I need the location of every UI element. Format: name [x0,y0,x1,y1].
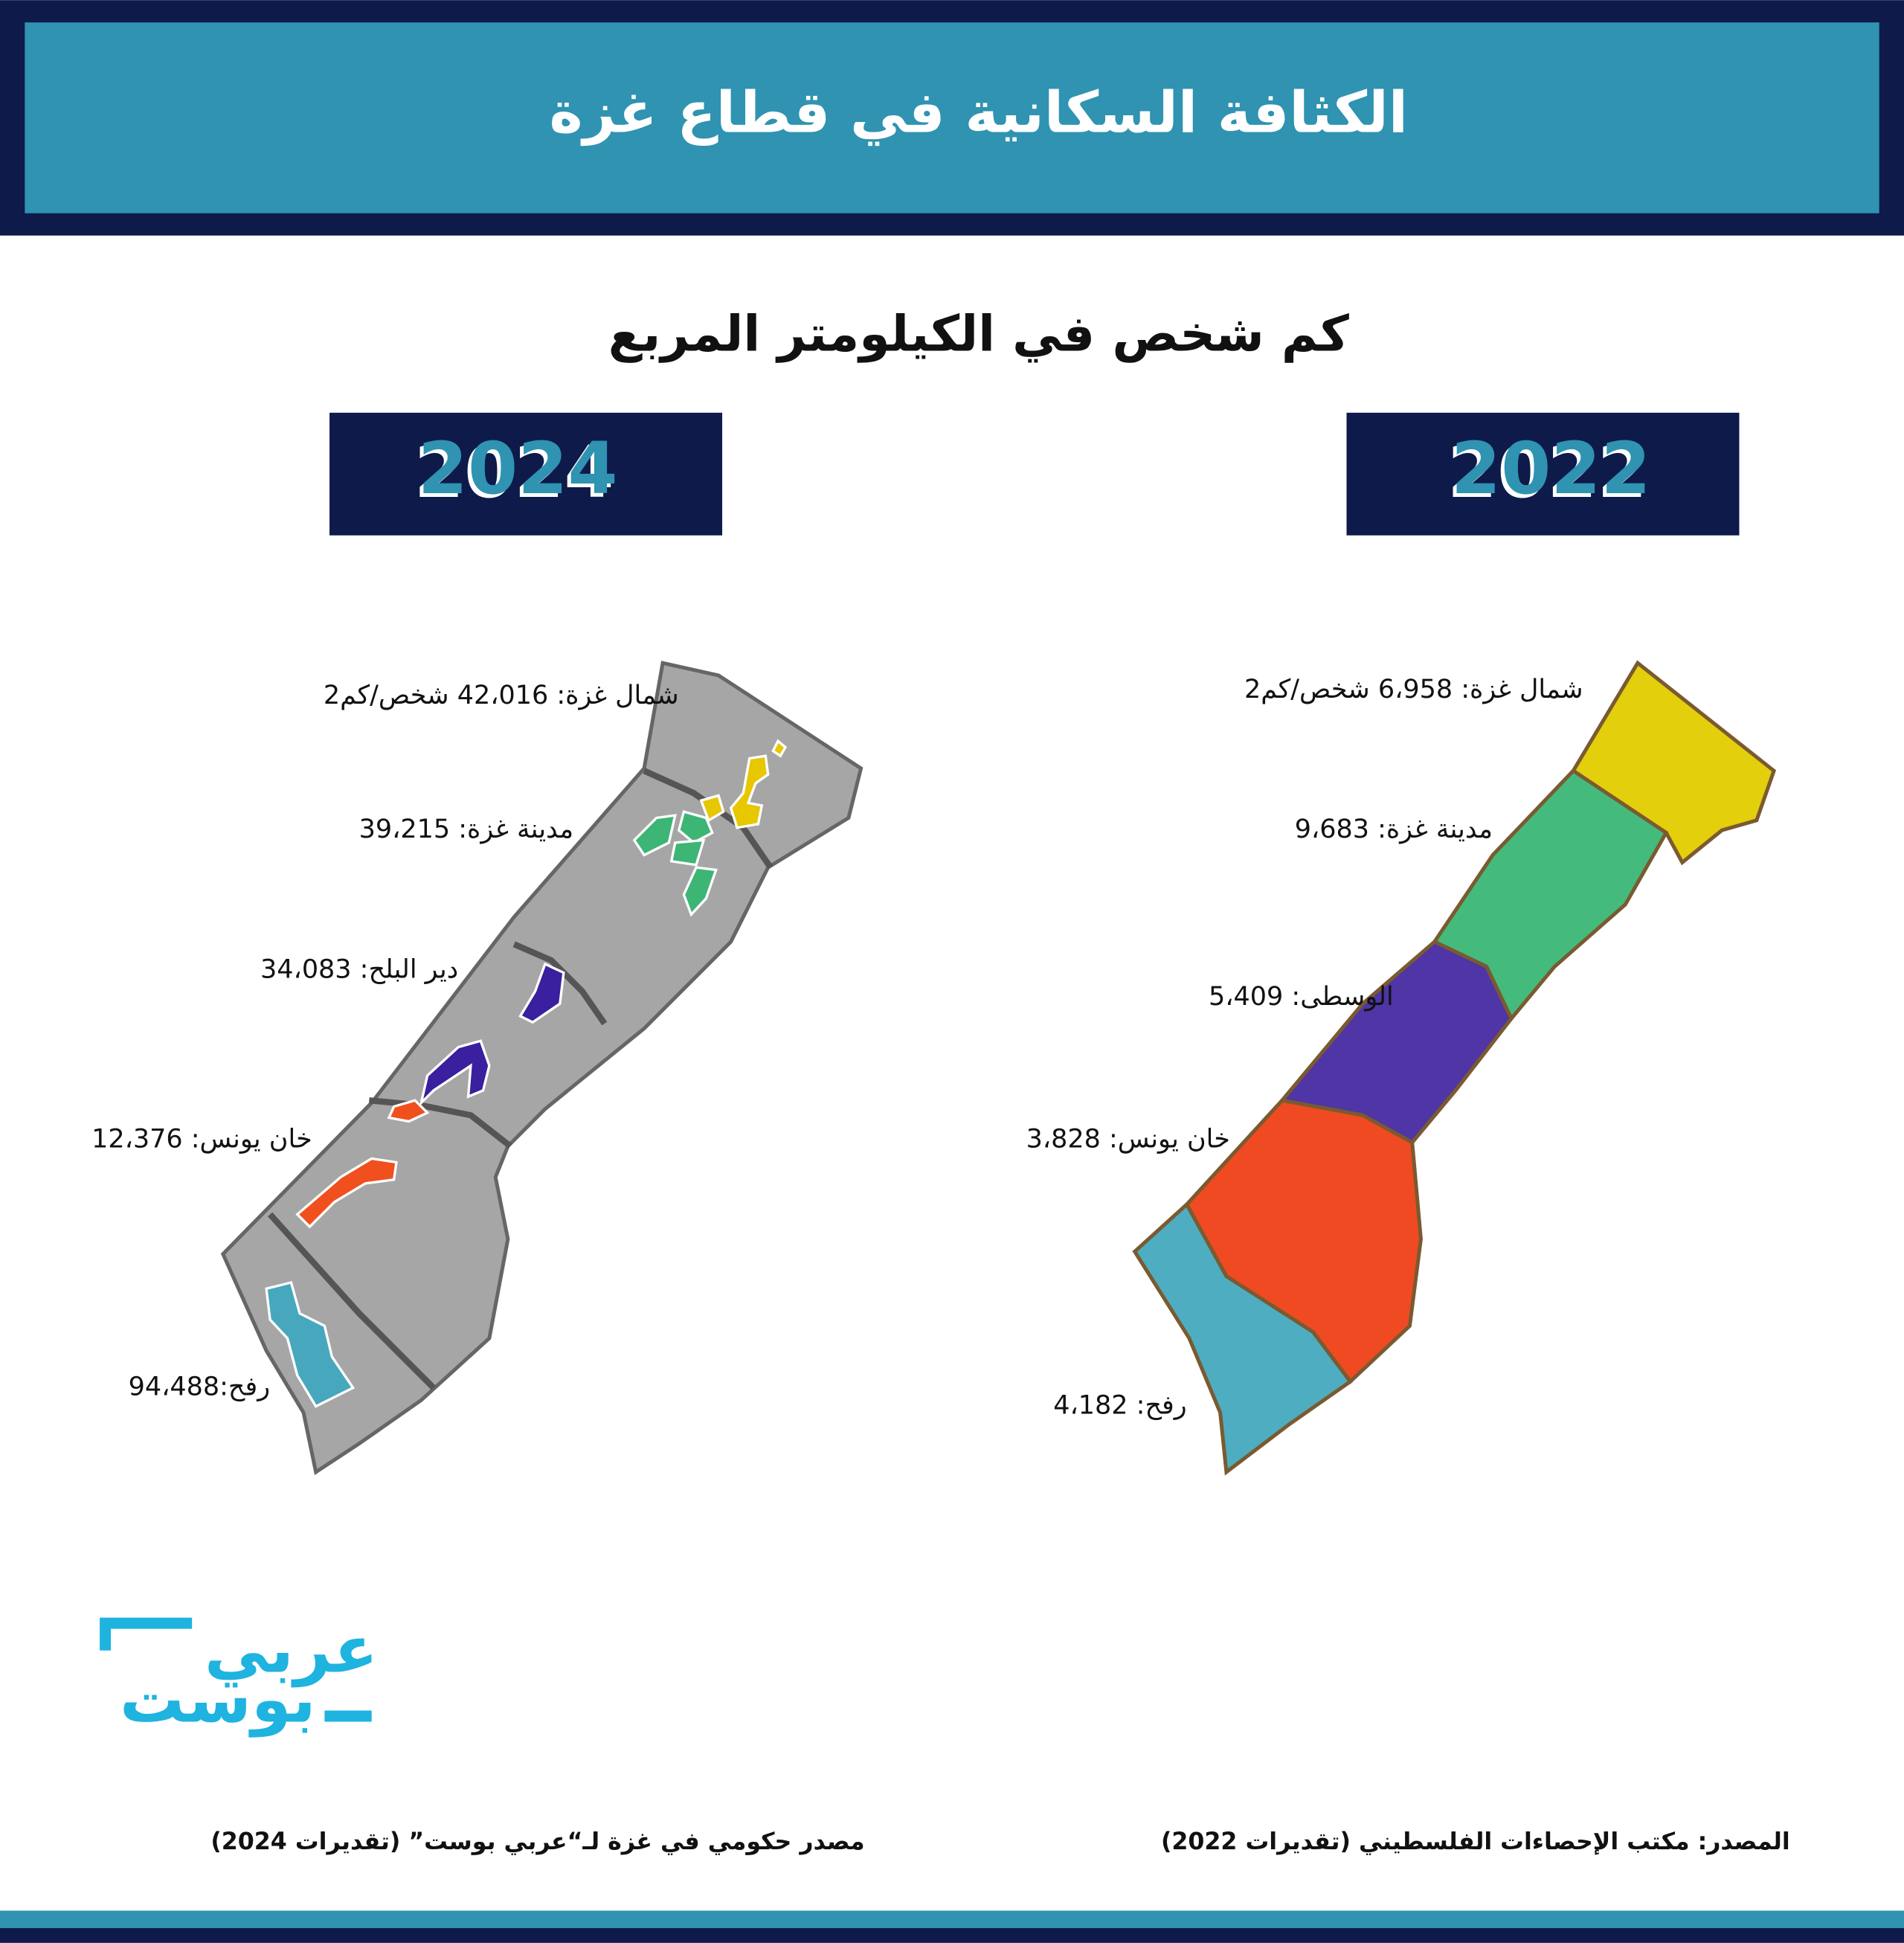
density-areas [265,739,788,1408]
footer-band [0,1927,1904,1943]
logo: عربي بوست [100,1613,378,1737]
region-label: مدينة غزة: 9،683 [1295,815,1493,844]
year: 2022 [1451,426,1651,510]
region-label: دير البلح: 34،083 [260,954,458,984]
region-label: شمال غزة: 42،016 شخص/كم2 [324,681,679,710]
map-2024: شمال غزة: 42،016 شخص/كم2 مدينة غزة: 39،2… [91,661,863,1475]
gaza-outline [220,661,863,1475]
title: الكثافة السكانية في قطاع غزة [550,80,1408,147]
source: المصدر: مكتب الإحصاءات الفلسطيني (تقديرا… [1161,1828,1790,1855]
footer-band [0,1910,1904,1928]
subtitle: كم شخص في الكيلومتر المربع [608,304,1349,363]
region-label: الوسطى: 5،409 [1209,982,1394,1012]
year: 2024 [418,426,618,510]
logo-frame [100,1617,193,1651]
region-label: خان يونس: 12،376 [91,1125,312,1154]
logo-text: بوست [120,1663,316,1737]
region [1132,1201,1354,1476]
header-box [25,22,1879,213]
map-2022: شمال غزة: 6،958 شخص/كم2 مدينة غزة: 9،683… [1026,660,1777,1476]
year-box [1346,412,1740,536]
region-label: مدينة غزة: 39،215 [359,815,574,844]
region-label: شمال غزة: 6،958 شخص/كم2 [1244,675,1583,704]
logo-text: عربي [205,1613,378,1688]
region-label: رفح: 4،182 [1053,1391,1186,1421]
region-label: خان يونس: 3،828 [1026,1125,1230,1154]
region-label: رفح:94،488 [129,1372,271,1402]
source: مصدر حكومي في غزة لـ“عربي بوست” (تقديرات… [210,1828,864,1855]
year-box [329,412,723,536]
